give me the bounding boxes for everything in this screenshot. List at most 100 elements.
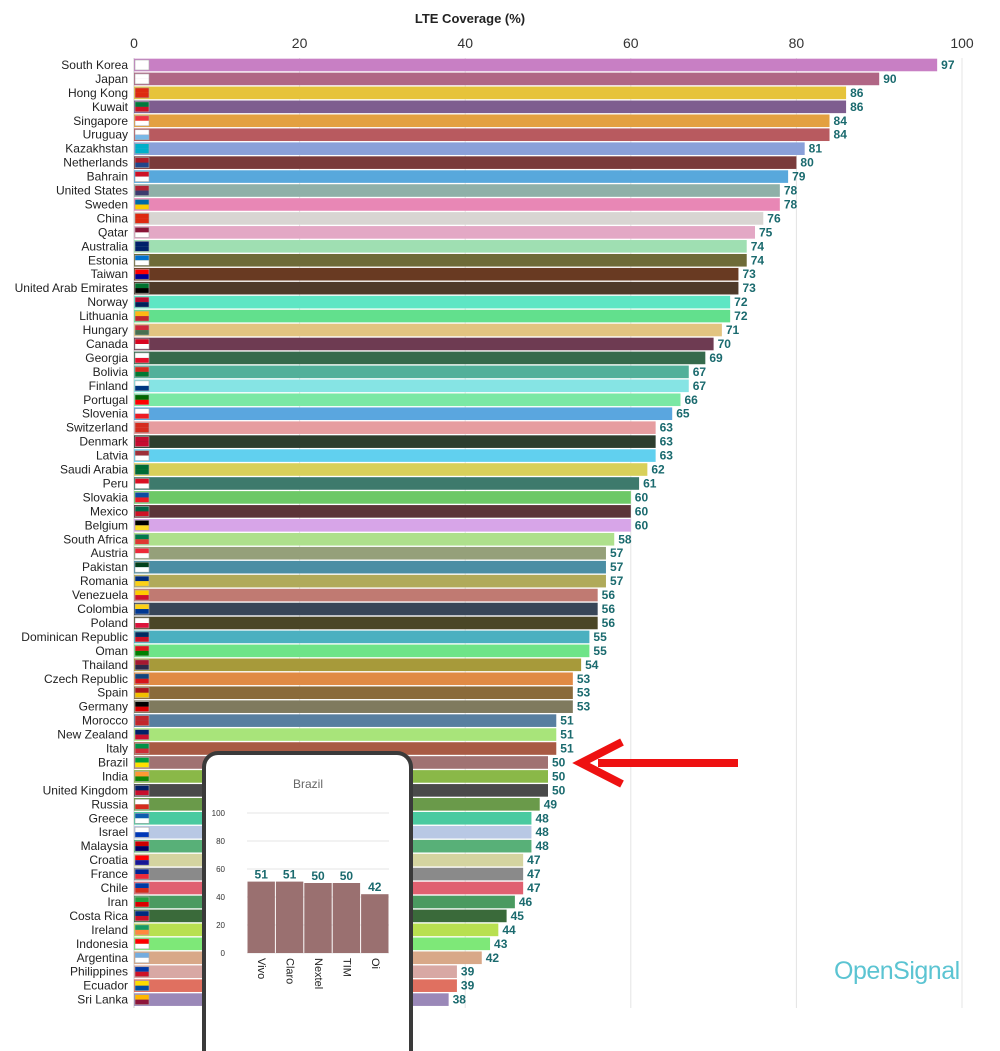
flag-icon bbox=[134, 896, 150, 908]
bar bbox=[134, 700, 573, 713]
data-label: 51 bbox=[560, 728, 574, 742]
data-label: 43 bbox=[494, 937, 508, 951]
data-label: 54 bbox=[585, 658, 599, 672]
bar bbox=[134, 198, 780, 211]
category-label: Israel bbox=[99, 825, 128, 839]
bar bbox=[134, 86, 847, 100]
category-label: Singapore bbox=[73, 114, 128, 128]
data-label: 55 bbox=[593, 630, 607, 644]
data-label: 74 bbox=[751, 239, 765, 253]
flag-icon bbox=[134, 785, 150, 796]
data-label: 60 bbox=[635, 504, 649, 518]
category-label: Germany bbox=[79, 700, 128, 714]
category-label: Netherlands bbox=[63, 156, 128, 170]
inset-data-label: 51 bbox=[283, 868, 297, 882]
inset-bars bbox=[247, 881, 389, 953]
inset-category-labels: Vivo Claro Nextel TIM Oi bbox=[255, 958, 381, 989]
category-label: United Arab Emirates bbox=[15, 281, 128, 295]
category-label: United Kingdom bbox=[43, 783, 128, 797]
bar bbox=[134, 128, 830, 142]
bar bbox=[134, 226, 755, 239]
bar bbox=[134, 449, 656, 462]
bar bbox=[134, 281, 739, 295]
bar bbox=[134, 602, 598, 616]
category-label: Portugal bbox=[83, 393, 128, 407]
bar bbox=[134, 616, 598, 630]
bar bbox=[134, 630, 590, 644]
data-label: 73 bbox=[742, 267, 756, 281]
flag-icon bbox=[134, 492, 150, 503]
category-label: Canada bbox=[86, 337, 128, 351]
category-label: Georgia bbox=[85, 351, 128, 365]
category-label: Morocco bbox=[82, 714, 128, 728]
category-label: Australia bbox=[81, 239, 128, 253]
category-label: France bbox=[91, 867, 129, 881]
bar bbox=[134, 407, 673, 421]
data-label: 56 bbox=[602, 616, 616, 630]
category-label: Norway bbox=[87, 295, 128, 309]
data-label: 51 bbox=[560, 742, 574, 756]
data-label: 50 bbox=[552, 769, 566, 783]
flag-icon bbox=[134, 478, 150, 489]
category-label: Qatar bbox=[98, 225, 128, 239]
flag-icon bbox=[134, 938, 150, 950]
flag-icon bbox=[134, 910, 150, 922]
bar bbox=[134, 337, 714, 351]
flag-icon bbox=[134, 87, 150, 99]
flag-icon bbox=[134, 310, 150, 322]
data-label: 69 bbox=[709, 351, 723, 365]
data-label: 63 bbox=[660, 449, 674, 463]
bar bbox=[134, 546, 606, 560]
inset-category-label: Oi bbox=[369, 958, 381, 969]
category-label: Chile bbox=[101, 881, 129, 895]
data-label: 56 bbox=[602, 588, 616, 602]
inset-category-label: Nextel bbox=[312, 958, 324, 989]
flag-icon bbox=[134, 533, 150, 545]
data-label: 51 bbox=[560, 714, 574, 728]
inset-data-labels: 51 51 50 50 42 bbox=[255, 868, 382, 895]
flag-icon bbox=[134, 129, 150, 141]
flag-icon bbox=[134, 966, 150, 978]
category-label: Japan bbox=[95, 72, 128, 86]
category-label: South Korea bbox=[61, 58, 128, 72]
flag-icon bbox=[134, 213, 150, 224]
data-label: 47 bbox=[527, 853, 541, 867]
data-label: 81 bbox=[809, 142, 823, 156]
category-label: Switzerland bbox=[66, 421, 128, 435]
bar bbox=[134, 240, 747, 253]
data-label: 65 bbox=[676, 407, 690, 421]
category-label: South Africa bbox=[63, 532, 128, 546]
bar bbox=[134, 644, 590, 658]
flag-icon bbox=[134, 296, 150, 308]
flag-icon bbox=[134, 603, 150, 615]
x-tick-label: 100 bbox=[950, 35, 974, 51]
category-label: Colombia bbox=[77, 602, 128, 616]
data-label: 58 bbox=[618, 532, 632, 546]
bar bbox=[134, 253, 747, 267]
flag-icon bbox=[134, 589, 150, 601]
bar bbox=[134, 435, 656, 448]
bar bbox=[134, 267, 739, 281]
category-label: India bbox=[102, 769, 128, 783]
flag-icon bbox=[134, 645, 150, 657]
flag-icon bbox=[134, 771, 150, 782]
inset-y-tick-label: 60 bbox=[216, 865, 225, 874]
data-label: 42 bbox=[486, 951, 500, 965]
flag-icon bbox=[134, 101, 150, 113]
category-label: Czech Republic bbox=[44, 672, 128, 686]
data-label: 50 bbox=[552, 755, 566, 769]
inset-y-tick-label: 0 bbox=[221, 949, 226, 958]
category-label: Bahrain bbox=[87, 170, 128, 184]
inset-data-label: 50 bbox=[311, 869, 325, 883]
category-label: Slovakia bbox=[83, 490, 129, 504]
flag-icon bbox=[134, 799, 150, 810]
data-label: 73 bbox=[742, 281, 756, 295]
bar bbox=[134, 156, 797, 169]
bar bbox=[134, 421, 656, 434]
inset-bar bbox=[304, 883, 332, 953]
data-label: 71 bbox=[726, 323, 740, 337]
data-label: 86 bbox=[850, 100, 864, 114]
category-label: Belgium bbox=[85, 518, 128, 532]
bar bbox=[134, 170, 789, 183]
